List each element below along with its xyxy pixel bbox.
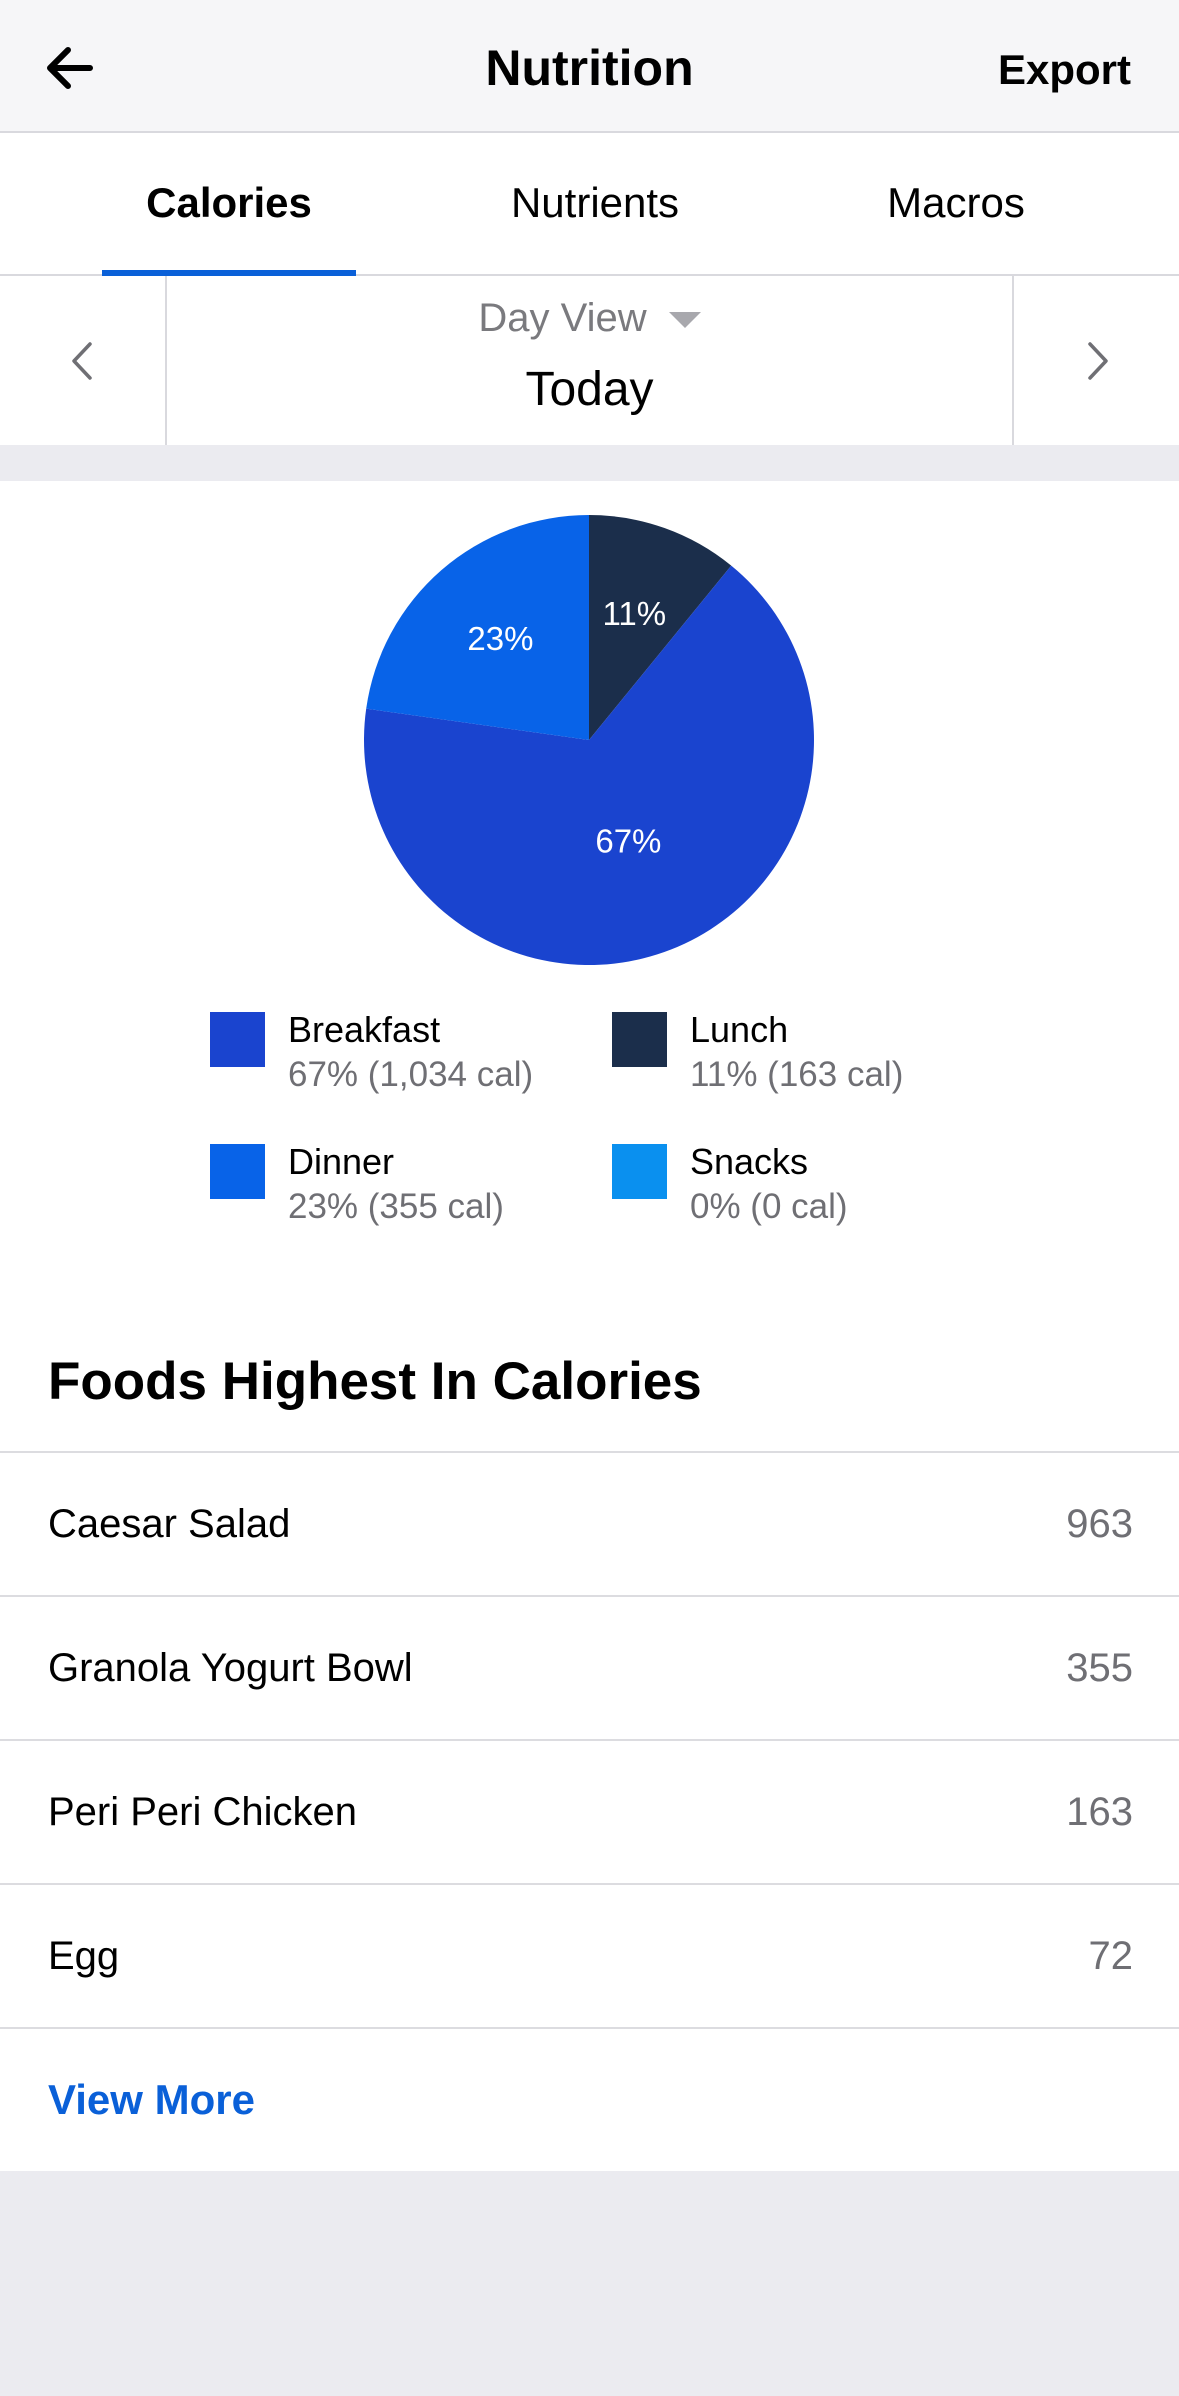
arrow-left-icon xyxy=(47,47,93,89)
calories-content: 11% 67% 23% Breakfast 67% (1,034 cal) Lunc… xyxy=(0,481,1179,2171)
active-tab-indicator xyxy=(102,270,356,276)
foods-list: Caesar Salad 963 Granola Yogurt Bowl 355… xyxy=(0,1451,1179,2027)
legend-item-breakfast: Breakfast 67% (1,034 cal) xyxy=(210,1006,610,1106)
legend-name: Breakfast xyxy=(288,1009,441,1050)
legend-swatch xyxy=(612,1144,667,1199)
tab-calories[interactable]: Calories xyxy=(146,179,312,226)
food-name: Peri Peri Chicken xyxy=(48,1790,358,1834)
legend-detail: 11% (163 cal) xyxy=(690,1055,904,1094)
selected-date: Today xyxy=(525,363,654,416)
food-calories: 72 xyxy=(1088,1934,1134,1978)
food-name: Caesar Salad xyxy=(48,1502,291,1546)
chevron-left-icon xyxy=(72,342,92,380)
pie-slice-lunch xyxy=(589,515,732,740)
list-item[interactable]: Egg 72 xyxy=(0,1883,1179,2027)
pie-label-lunch: 11% xyxy=(602,595,666,632)
tab-bar: Calories Nutrients Macros xyxy=(0,133,1179,276)
legend-name: Dinner xyxy=(288,1141,395,1182)
food-name: Granola Yogurt Bowl xyxy=(48,1646,413,1690)
top-navigation-bar: Nutrition Export xyxy=(0,0,1179,133)
next-day-button[interactable] xyxy=(1012,276,1179,445)
tab-macros[interactable]: Macros xyxy=(887,179,1025,226)
legend-swatch xyxy=(210,1144,265,1199)
legend-item-lunch: Lunch 11% (163 cal) xyxy=(612,1006,1012,1106)
legend-detail: 67% (1,034 cal) xyxy=(288,1055,534,1094)
view-mode-label: Day View xyxy=(478,296,647,340)
legend-detail: 0% (0 cal) xyxy=(690,1187,848,1226)
calories-pie-chart: 11% 67% 23% xyxy=(364,515,814,965)
legend-name: Snacks xyxy=(690,1141,809,1182)
previous-day-button[interactable] xyxy=(0,276,167,445)
legend-name: Lunch xyxy=(690,1009,789,1050)
food-calories: 163 xyxy=(1066,1790,1133,1834)
list-item[interactable]: Peri Peri Chicken 163 xyxy=(0,1739,1179,1883)
food-calories: 963 xyxy=(1066,1502,1133,1546)
view-more-link[interactable]: View More xyxy=(48,2076,255,2123)
food-name: Egg xyxy=(48,1934,120,1978)
tab-nutrients[interactable]: Nutrients xyxy=(510,179,680,226)
foods-section-title: Foods Highest In Calories xyxy=(48,1352,702,1411)
view-more-row: View More xyxy=(0,2027,1179,2171)
caret-down-icon xyxy=(668,312,701,329)
legend-item-snacks: Snacks 0% (0 cal) xyxy=(612,1138,1012,1238)
legend-item-dinner: Dinner 23% (355 cal) xyxy=(210,1138,610,1238)
food-calories: 355 xyxy=(1066,1646,1133,1690)
pie-slice-breakfast xyxy=(364,565,814,965)
legend-detail: 23% (355 cal) xyxy=(288,1187,504,1226)
pie-slice-dinner xyxy=(366,515,589,740)
list-item[interactable]: Granola Yogurt Bowl 355 xyxy=(0,1595,1179,1739)
export-button[interactable]: Export xyxy=(997,46,1131,93)
list-item[interactable]: Caesar Salad 963 xyxy=(0,1451,1179,1595)
pie-label-dinner: 23% xyxy=(467,620,533,657)
view-mode-dropdown[interactable]: Day View xyxy=(165,292,1014,344)
legend-swatch xyxy=(210,1012,265,1067)
back-button[interactable] xyxy=(40,36,104,100)
chevron-right-icon xyxy=(1088,342,1108,380)
legend-swatch xyxy=(612,1012,667,1067)
pie-label-breakfast: 67% xyxy=(595,823,661,860)
date-navigator: Day View Today xyxy=(0,276,1179,445)
